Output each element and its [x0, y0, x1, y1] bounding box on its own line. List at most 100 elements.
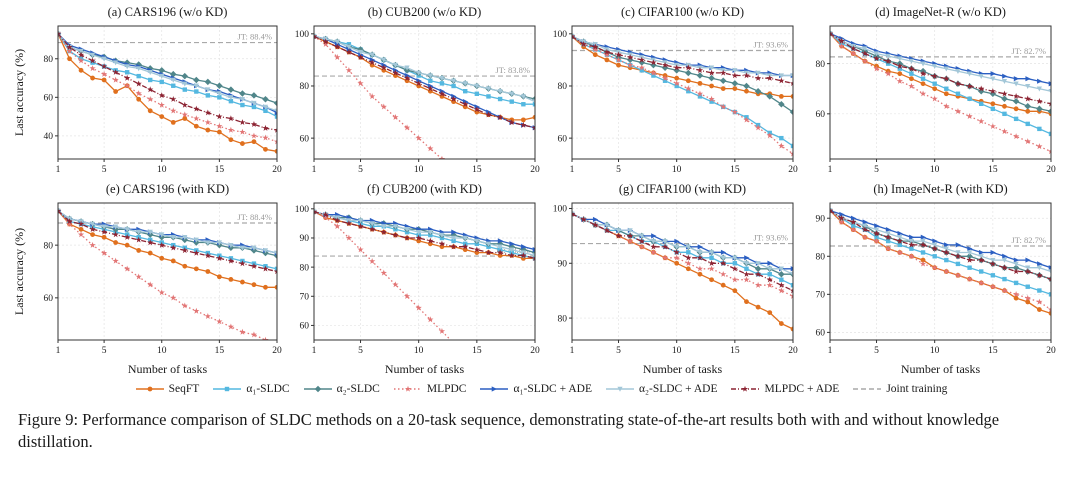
x-axis-label: Number of tasks	[128, 362, 208, 376]
jt-label: JT: 93.6%	[753, 233, 788, 243]
series-line-mlpdc-ade	[830, 32, 1051, 105]
series-line-a2-sldc-ade	[572, 213, 793, 275]
svg-text:10: 10	[672, 346, 682, 356]
subplot-g: (g) CIFAR100 (with KD) JT: 93.6% 1 5 10 15 20 8…	[542, 181, 800, 381]
svg-text:10: 10	[157, 165, 167, 175]
subplot-b-title: (b) CUB200 (w/o KD)	[367, 5, 482, 19]
svg-text:5: 5	[102, 165, 107, 175]
legend-label-a2-sldc-ade: α₂-SLDC + ADE	[638, 383, 718, 395]
x-axis-label: Number of tasks	[901, 362, 981, 376]
x-axis-label: Number of tasks	[385, 362, 465, 376]
svg-text:70: 70	[816, 291, 826, 301]
svg-text:15: 15	[730, 346, 740, 356]
svg-text:80: 80	[816, 252, 826, 262]
series-line-mlpdc	[58, 33, 277, 143]
svg-text:1: 1	[312, 346, 317, 356]
subplot-h-title: (h) ImageNet-R (with KD)	[873, 182, 1008, 196]
y-axis-label: Last accuracy (%)	[12, 49, 26, 136]
legend-swatch-seqft	[135, 386, 164, 392]
series-line-a1-sldc-ade	[58, 33, 277, 114]
series-line-a2-sldc-ade	[572, 35, 793, 77]
svg-text:10: 10	[414, 165, 424, 175]
series-line-mlpdc-ade	[314, 211, 535, 260]
svg-text:20: 20	[788, 346, 798, 356]
svg-text:5: 5	[358, 165, 363, 175]
figure-9: (a) CARS196 (w/o KD) JT: 88.4% 1 5 10 15 20 40 6…	[12, 4, 1070, 452]
svg-text:100: 100	[553, 30, 568, 40]
svg-text:80: 80	[300, 82, 310, 92]
figure-row-1: (a) CARS196 (w/o KD) JT: 88.4% 1 5 10 15 20 40 6…	[12, 4, 1070, 181]
svg-text:1: 1	[828, 346, 833, 356]
svg-text:10: 10	[157, 346, 167, 356]
svg-text:60: 60	[44, 94, 54, 104]
svg-text:80: 80	[816, 60, 826, 70]
legend-swatch-mlpdc-ade	[731, 385, 760, 392]
series-line-a2-sldc-ade	[58, 210, 277, 254]
series-line-mlpdc	[58, 210, 269, 340]
legend-label-a1-sldc: α₁-SLDC	[246, 383, 290, 395]
legend-swatch-joint-training	[853, 388, 882, 390]
svg-text:20: 20	[788, 165, 798, 175]
svg-text:1: 1	[312, 165, 317, 175]
svg-text:15: 15	[472, 165, 482, 175]
svg-text:1: 1	[56, 165, 61, 175]
legend-swatch-a2-sldc	[303, 385, 332, 393]
subplot-a-title: (a) CARS196 (w/o KD)	[107, 5, 228, 19]
svg-text:15: 15	[988, 346, 998, 356]
svg-text:10: 10	[672, 165, 682, 175]
legend-item-a2-sldc: α₂-SLDC	[303, 383, 380, 395]
subplot-c-title: (c) CIFAR100 (w/o KD)	[620, 5, 745, 19]
svg-text:5: 5	[102, 346, 107, 356]
svg-text:60: 60	[816, 110, 826, 120]
svg-text:60: 60	[816, 329, 826, 339]
svg-text:5: 5	[616, 346, 621, 356]
legend-label-a2-sldc: α₂-SLDC	[336, 383, 380, 395]
subplot-f: (f) CUB200 (with KD)JT: 83.8%15101520607…	[284, 181, 542, 381]
jt-label: JT: 88.4%	[237, 32, 272, 42]
svg-text:90: 90	[558, 259, 568, 269]
legend-label-mlpdc-ade: MLPDC + ADE	[764, 383, 840, 395]
x-axis-label: Number of tasks	[643, 362, 723, 376]
series-line-mlpdc-ade	[58, 33, 277, 131]
svg-text:80: 80	[44, 55, 54, 65]
svg-text:100: 100	[295, 30, 310, 40]
subplot-f-title: (f) CUB200 (with KD)	[367, 182, 482, 196]
svg-text:15: 15	[988, 165, 998, 175]
svg-text:5: 5	[358, 346, 363, 356]
series-line-a2-sldc-ade	[58, 33, 277, 112]
svg-text:10: 10	[930, 165, 940, 175]
svg-text:90: 90	[300, 234, 310, 244]
legend-item-mlpdc: MLPDC	[393, 383, 466, 395]
svg-text:20: 20	[272, 165, 282, 175]
svg-text:1: 1	[570, 165, 575, 175]
svg-text:15: 15	[472, 346, 482, 356]
legend-item-a1-sldc: α₁-SLDC	[212, 383, 290, 395]
svg-text:70: 70	[300, 292, 310, 302]
subplot-e: (e) CARS196 (with KD) JT: 88.4% 1 5 10 15 20 60…	[12, 181, 284, 381]
series-line-a2-sldc-ade	[830, 32, 1051, 92]
svg-text:15: 15	[730, 165, 740, 175]
svg-text:90: 90	[816, 214, 826, 224]
jt-label: JT: 82.7%	[1011, 46, 1046, 56]
jt-label: JT: 88.4%	[237, 212, 272, 222]
svg-text:60: 60	[44, 294, 54, 304]
jt-label: JT: 83.8%	[495, 65, 530, 75]
series-line-mlpdc-ade	[830, 210, 1051, 280]
series-line-a2-sldc-ade	[830, 210, 1051, 273]
figure-caption: Figure 9: Performance comparison of SLDC…	[18, 410, 1000, 452]
svg-text:15: 15	[215, 165, 225, 175]
legend-item-mlpdc-ade: MLPDC + ADE	[730, 383, 839, 395]
svg-text:20: 20	[530, 346, 540, 356]
svg-text:10: 10	[414, 346, 424, 356]
subplot-a: (a) CARS196 (w/o KD) JT: 88.4% 1 5 10 15 20 40 6…	[12, 4, 284, 181]
svg-text:15: 15	[215, 346, 225, 356]
subplot-d: (d) ImageNet-R (w/o KD) JT: 82.7% 1 5 10 15 20…	[800, 4, 1058, 181]
